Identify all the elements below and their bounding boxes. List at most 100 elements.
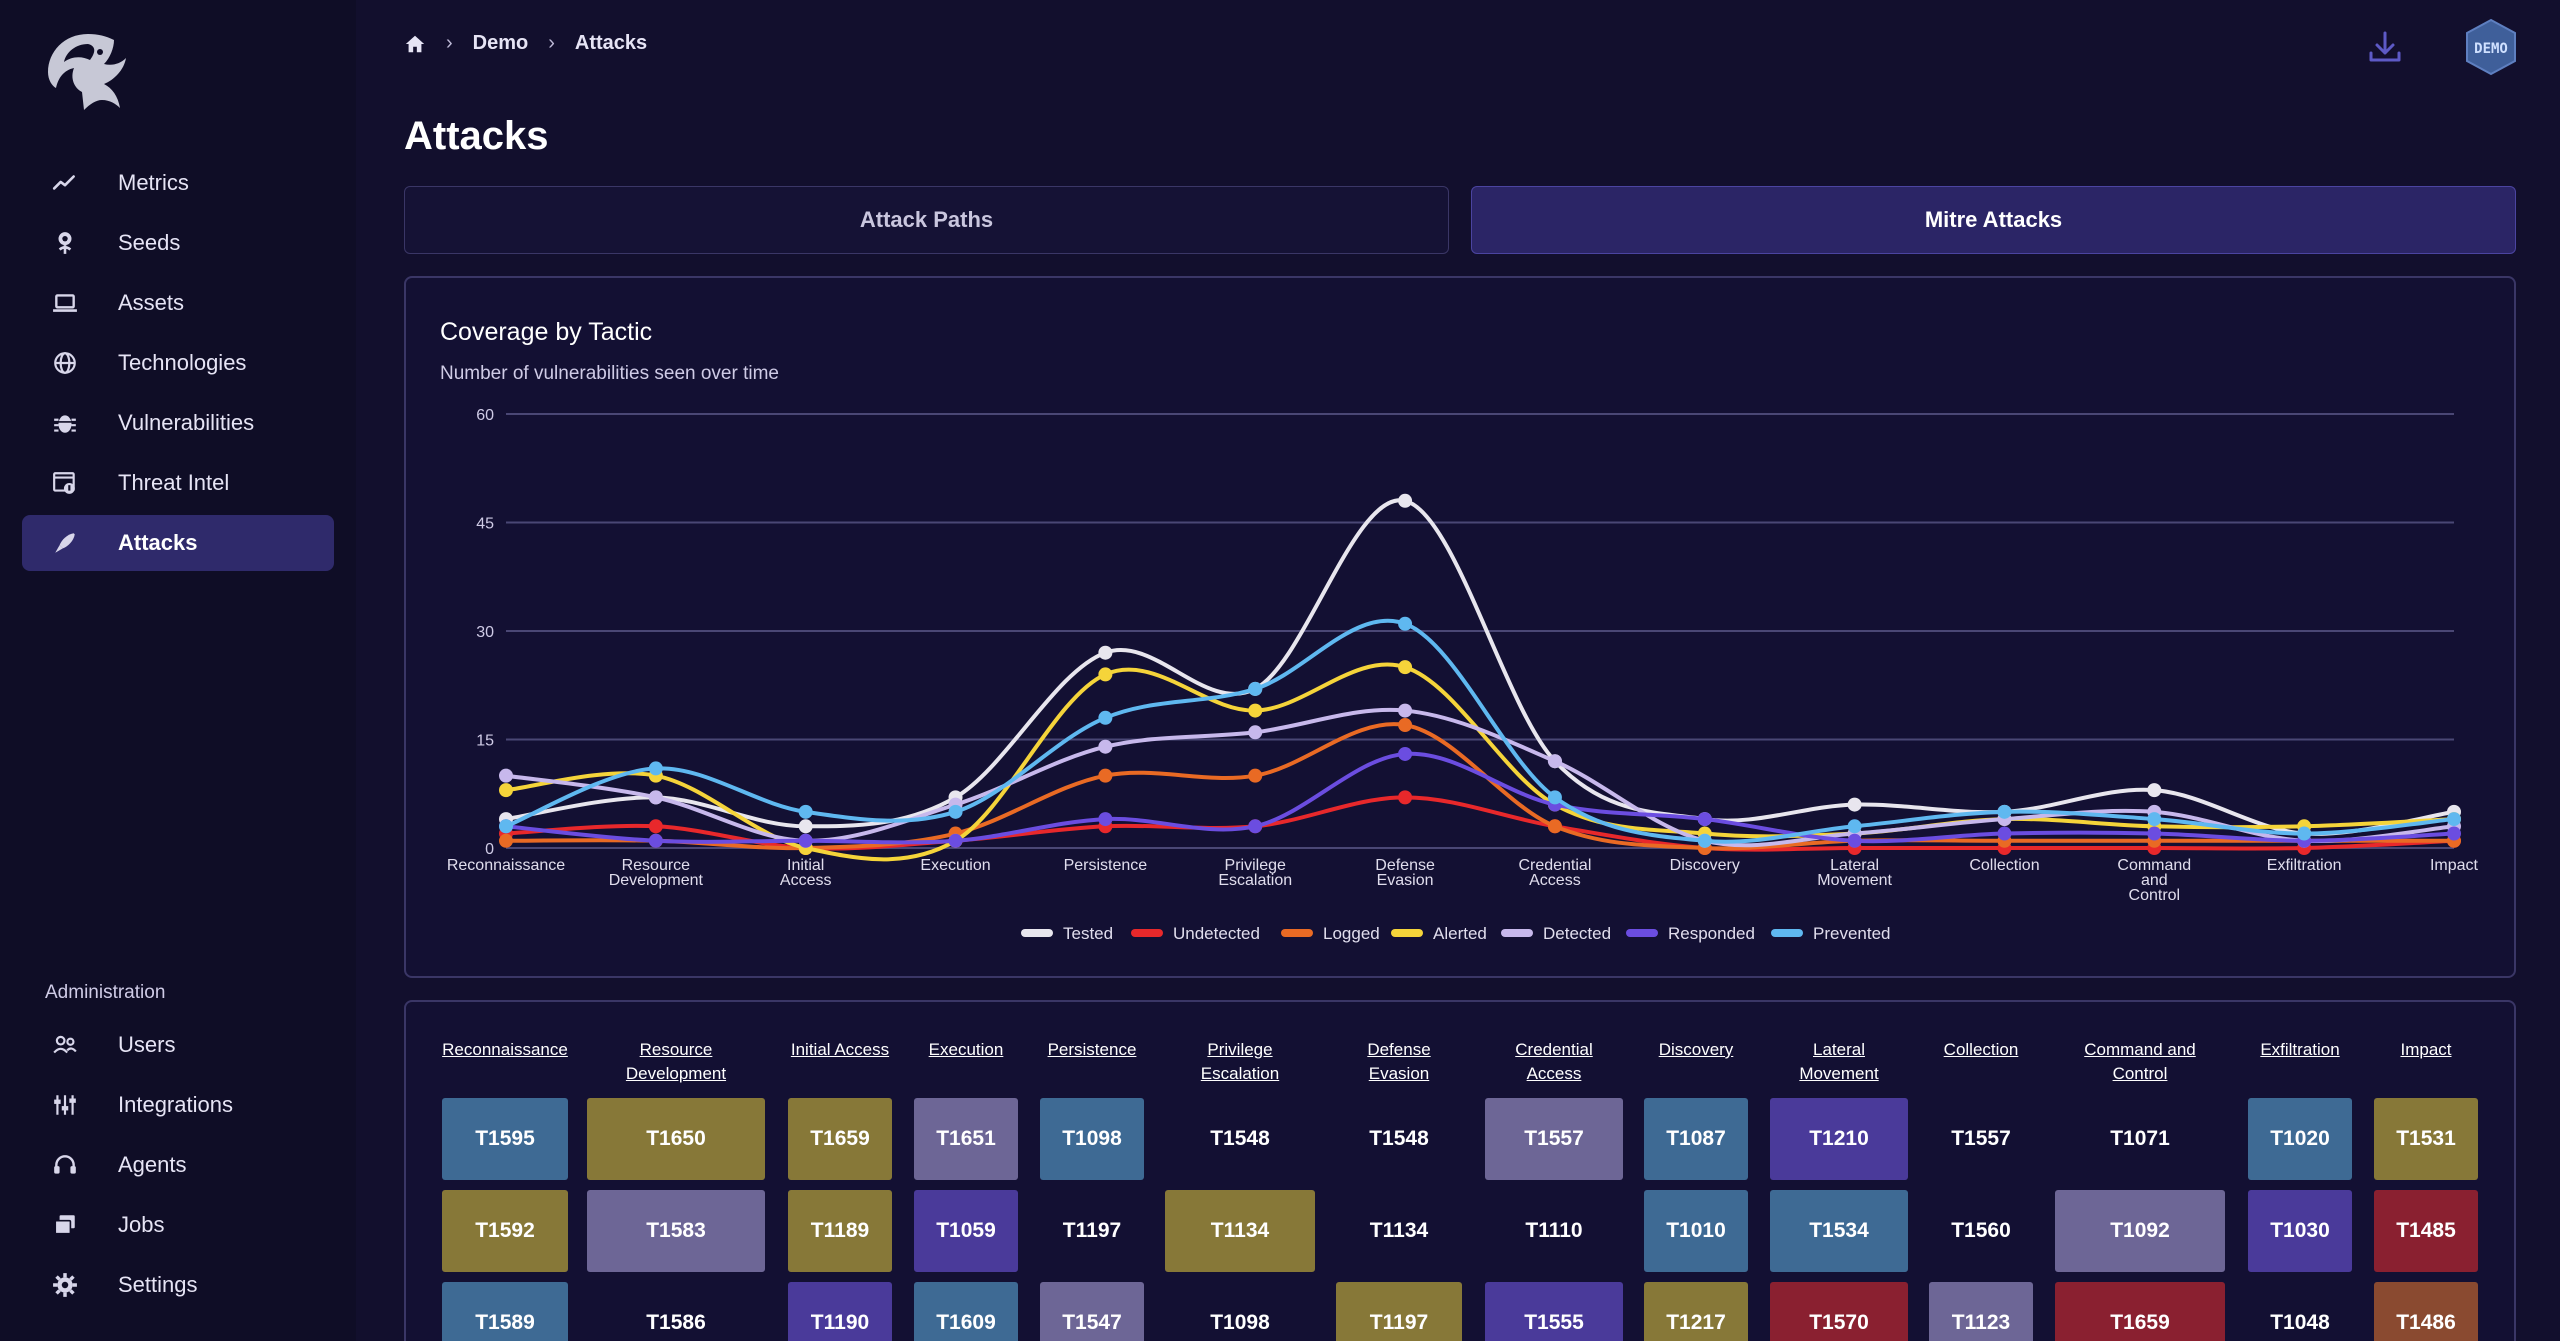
data-point-undetected[interactable] bbox=[648, 819, 663, 834]
data-point-prevented[interactable] bbox=[2147, 812, 2162, 827]
technique-cell[interactable]: T1531 bbox=[2374, 1098, 2478, 1180]
technique-cell[interactable]: T1098 bbox=[1210, 1311, 1270, 1334]
tactic-header-link[interactable]: Reconnaissance bbox=[442, 1040, 568, 1059]
data-point-prevented[interactable] bbox=[1248, 681, 1263, 696]
tactic-header-link[interactable]: Command and Control bbox=[2084, 1040, 2196, 1083]
data-point-responded[interactable] bbox=[2447, 826, 2461, 841]
sidebar-item-technologies[interactable]: Technologies bbox=[22, 335, 334, 391]
data-point-tested[interactable] bbox=[1398, 493, 1413, 508]
technique-cell[interactable]: T1589 bbox=[442, 1282, 568, 1341]
sidebar-item-metrics[interactable]: Metrics bbox=[22, 155, 334, 211]
tactic-header-link[interactable]: Defense Evasion bbox=[1367, 1040, 1431, 1083]
data-point-prevented[interactable] bbox=[648, 761, 663, 776]
data-point-prevented[interactable] bbox=[1398, 616, 1413, 631]
technique-cell[interactable]: T1570 bbox=[1770, 1282, 1908, 1341]
data-point-prevented[interactable] bbox=[1997, 804, 2012, 819]
technique-cell[interactable]: T1197 bbox=[1336, 1282, 1462, 1341]
data-point-responded[interactable] bbox=[1398, 746, 1413, 761]
data-point-prevented[interactable] bbox=[2297, 826, 2312, 841]
technique-cell[interactable]: T1134 bbox=[1165, 1190, 1315, 1272]
series-line-responded[interactable] bbox=[505, 751, 2455, 845]
sidebar-item-assets[interactable]: Assets bbox=[22, 275, 334, 331]
data-point-responded[interactable] bbox=[1997, 826, 2012, 841]
data-point-logged[interactable] bbox=[1098, 768, 1113, 783]
data-point-responded[interactable] bbox=[2147, 826, 2162, 841]
technique-cell[interactable]: T1659 bbox=[788, 1098, 892, 1180]
data-point-tested[interactable] bbox=[798, 819, 813, 834]
data-point-logged[interactable] bbox=[1398, 718, 1413, 733]
tab-mitre-attacks[interactable]: Mitre Attacks bbox=[1471, 186, 2516, 254]
technique-cell[interactable]: T1098 bbox=[1040, 1098, 1144, 1180]
legend-label-tested[interactable]: Tested bbox=[1063, 924, 1113, 943]
data-point-detected[interactable] bbox=[648, 790, 663, 805]
series-line-tested[interactable] bbox=[505, 498, 2455, 836]
data-point-detected[interactable] bbox=[1547, 754, 1562, 769]
technique-cell[interactable]: T1609 bbox=[914, 1282, 1018, 1341]
legend-label-responded[interactable]: Responded bbox=[1668, 924, 1755, 943]
tactic-header-link[interactable]: Resource Development bbox=[625, 1040, 727, 1083]
sidebar-item-jobs[interactable]: Jobs bbox=[22, 1197, 334, 1253]
sidebar-item-attacks[interactable]: Attacks bbox=[22, 515, 334, 571]
data-point-prevented[interactable] bbox=[948, 804, 963, 819]
sidebar-item-settings[interactable]: Settings bbox=[22, 1257, 334, 1313]
technique-cell[interactable]: T1020 bbox=[2248, 1098, 2352, 1180]
horse-logo-icon[interactable] bbox=[44, 30, 132, 114]
sidebar-item-threat-intel[interactable]: Threat Intel bbox=[22, 455, 334, 511]
sidebar-item-integrations[interactable]: Integrations bbox=[22, 1077, 334, 1133]
tactic-header-link[interactable]: Persistence bbox=[1047, 1040, 1137, 1059]
data-point-tested[interactable] bbox=[1098, 645, 1113, 660]
technique-cell[interactable]: T1123 bbox=[1929, 1282, 2033, 1341]
data-point-alerted[interactable] bbox=[499, 783, 513, 798]
data-point-responded[interactable] bbox=[648, 833, 663, 848]
technique-cell[interactable]: T1548 bbox=[1210, 1127, 1270, 1150]
data-point-detected[interactable] bbox=[1098, 739, 1113, 754]
technique-cell[interactable]: T1555 bbox=[1485, 1282, 1623, 1341]
technique-cell[interactable]: T1595 bbox=[442, 1098, 568, 1180]
data-point-detected[interactable] bbox=[499, 768, 513, 783]
breadcrumb-demo[interactable]: Demo bbox=[472, 32, 529, 54]
data-point-responded[interactable] bbox=[1248, 819, 1263, 834]
demo-avatar[interactable]: DEMO bbox=[2462, 18, 2520, 76]
technique-cell[interactable]: T1485 bbox=[2374, 1190, 2478, 1272]
data-point-alerted[interactable] bbox=[1248, 703, 1263, 718]
technique-cell[interactable]: T1030 bbox=[2248, 1190, 2352, 1272]
home-icon[interactable] bbox=[404, 33, 426, 55]
data-point-prevented[interactable] bbox=[1697, 833, 1712, 848]
data-point-undetected[interactable] bbox=[1398, 790, 1413, 805]
data-point-prevented[interactable] bbox=[499, 819, 513, 834]
technique-cell[interactable]: T1134 bbox=[1369, 1219, 1429, 1242]
technique-cell[interactable]: T1651 bbox=[914, 1098, 1018, 1180]
series-line-logged[interactable] bbox=[505, 722, 2454, 851]
tactic-header-link[interactable]: Execution bbox=[928, 1040, 1004, 1059]
tactic-header-link[interactable]: Collection bbox=[1943, 1040, 2019, 1059]
data-point-responded[interactable] bbox=[948, 833, 963, 848]
data-point-prevented[interactable] bbox=[1098, 710, 1113, 725]
technique-cell[interactable]: T1092 bbox=[2055, 1190, 2225, 1272]
technique-cell[interactable]: T1583 bbox=[587, 1190, 765, 1272]
coverage-line-chart[interactable]: 0 15 30 45 60 Reconnaissance Resource Developme… bbox=[406, 278, 2516, 978]
technique-cell[interactable]: T1071 bbox=[2110, 1127, 2170, 1150]
technique-cell[interactable]: T1586 bbox=[646, 1311, 706, 1334]
data-point-responded[interactable] bbox=[798, 833, 813, 848]
technique-cell[interactable]: T1592 bbox=[442, 1190, 568, 1272]
sidebar-item-seeds[interactable]: Seeds bbox=[22, 215, 334, 271]
series-line-alerted[interactable] bbox=[505, 662, 2455, 862]
data-point-prevented[interactable] bbox=[1847, 819, 1862, 834]
technique-cell[interactable]: T1048 bbox=[2270, 1311, 2330, 1334]
sidebar-item-users[interactable]: Users bbox=[22, 1017, 334, 1073]
technique-cell[interactable]: T1190 bbox=[788, 1282, 892, 1341]
technique-cell[interactable]: T1557 bbox=[1951, 1127, 2011, 1150]
data-point-prevented[interactable] bbox=[798, 804, 813, 819]
data-point-detected[interactable] bbox=[1248, 725, 1263, 740]
data-point-logged[interactable] bbox=[499, 833, 513, 848]
tactic-header-link[interactable]: Lateral Movement bbox=[1799, 1040, 1879, 1083]
technique-cell[interactable]: T1010 bbox=[1644, 1190, 1748, 1272]
data-point-responded[interactable] bbox=[1847, 833, 1862, 848]
tactic-header-link[interactable]: Privilege Escalation bbox=[1200, 1040, 1280, 1083]
technique-cell[interactable]: T1547 bbox=[1040, 1282, 1144, 1341]
tactic-header-link[interactable]: Discovery bbox=[1658, 1040, 1734, 1059]
technique-cell[interactable]: T1217 bbox=[1644, 1282, 1748, 1341]
technique-cell[interactable]: T1659 bbox=[2055, 1282, 2225, 1341]
technique-cell[interactable]: T1557 bbox=[1485, 1098, 1623, 1180]
technique-cell[interactable]: T1110 bbox=[1525, 1219, 1583, 1242]
